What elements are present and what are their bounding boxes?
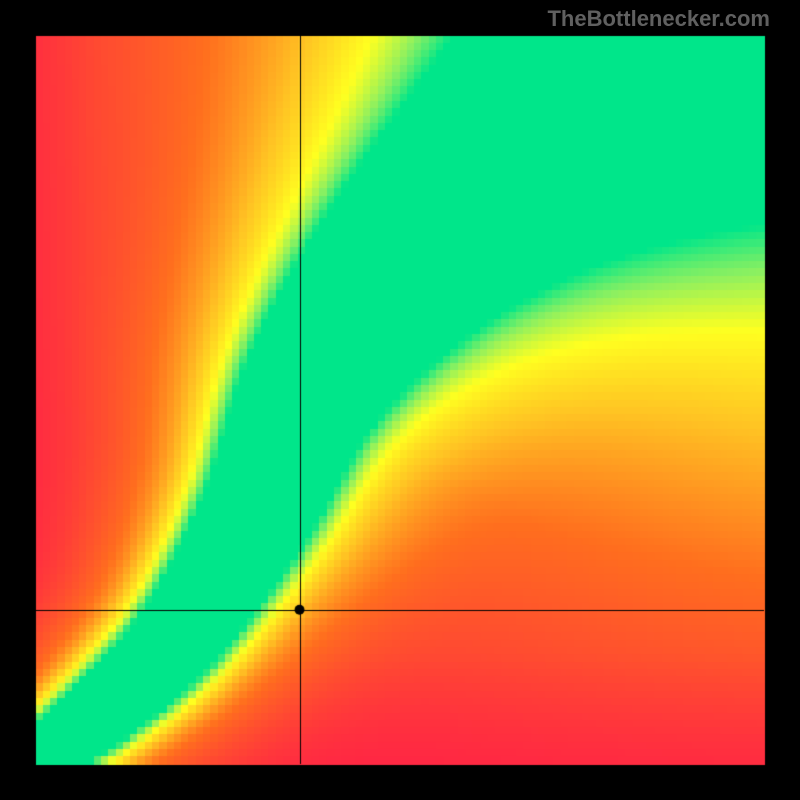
watermark-text: TheBottlenecker.com (547, 6, 770, 32)
bottleneck-heatmap (0, 0, 800, 800)
chart-container: TheBottlenecker.com (0, 0, 800, 800)
